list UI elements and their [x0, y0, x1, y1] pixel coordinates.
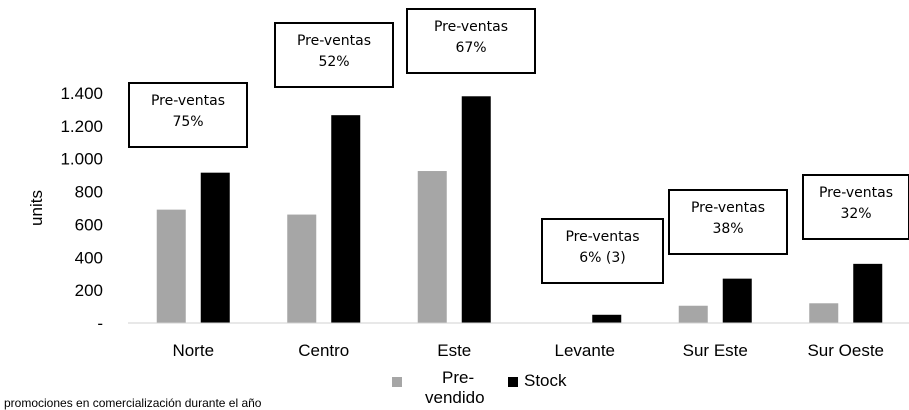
annotation-value: 67%	[408, 38, 534, 59]
annotation-value: 75%	[130, 112, 246, 133]
annotation-value: 52%	[276, 52, 392, 73]
bar-prevendido	[809, 303, 838, 323]
y-tick-label: -	[97, 314, 103, 333]
y-tick-label: 1.000	[60, 150, 103, 169]
bar-prevendido	[287, 215, 316, 323]
annotation-box: Pre-ventas 75%	[128, 82, 248, 148]
annotation-box: Pre-ventas 38%	[668, 189, 788, 255]
annotation-value: 38%	[670, 219, 786, 240]
legend-label-prevendido-line2: vendido	[425, 388, 485, 408]
annotation-label: Pre-ventas	[670, 198, 786, 219]
annotation-value: 32%	[804, 204, 908, 225]
x-category-label: Levante	[555, 341, 616, 360]
bar-stock	[201, 173, 230, 323]
y-tick-label: 1.200	[60, 117, 103, 136]
footnote: promociones en comercialización durante …	[4, 396, 261, 410]
x-category-label: Sur Oeste	[807, 341, 884, 360]
bar-stock	[723, 279, 752, 323]
legend-label-stock: Stock	[524, 371, 567, 391]
bar-prevendido	[679, 306, 708, 323]
bar-stock	[853, 264, 882, 323]
bar-prevendido	[157, 210, 186, 323]
y-tick-label: 600	[75, 215, 103, 234]
bar-stock	[331, 115, 360, 323]
annotation-box: Pre-ventas 32%	[802, 174, 909, 240]
legend-swatch-prevendido	[392, 377, 402, 387]
annotation-box: Pre-ventas 67%	[406, 8, 536, 74]
legend-label-prevendido-line1: Pre-	[442, 368, 474, 388]
bar-stock	[592, 315, 621, 323]
x-category-label: Sur Este	[683, 341, 748, 360]
y-tick-label: 1.400	[60, 84, 103, 103]
annotation-label: Pre-ventas	[408, 17, 534, 38]
annotation-box: Pre-ventas 6% (3)	[541, 218, 664, 284]
legend-swatch-stock	[508, 377, 518, 387]
annotation-label: Pre-ventas	[130, 91, 246, 112]
annotation-label: Pre-ventas	[543, 227, 662, 248]
annotation-value: 6% (3)	[543, 248, 662, 269]
y-tick-label: 200	[75, 281, 103, 300]
bar-stock	[462, 96, 491, 323]
annotation-label: Pre-ventas	[276, 31, 392, 52]
y-tick-label: 800	[75, 183, 103, 202]
annotation-label: Pre-ventas	[804, 183, 908, 204]
x-category-label: Centro	[298, 341, 349, 360]
x-axis-categories: Norte Centro Este Levante Sur Este Sur Oeste	[172, 341, 884, 360]
y-tick-label: 400	[75, 248, 103, 267]
x-category-label: Este	[437, 341, 471, 360]
x-category-label: Norte	[172, 341, 214, 360]
bar-prevendido	[418, 171, 447, 323]
annotation-box: Pre-ventas 52%	[274, 22, 394, 88]
y-axis-ticks: - 200 400 600 800 1.000 1.200 1.400	[60, 84, 103, 333]
y-axis-label: units	[27, 190, 46, 226]
